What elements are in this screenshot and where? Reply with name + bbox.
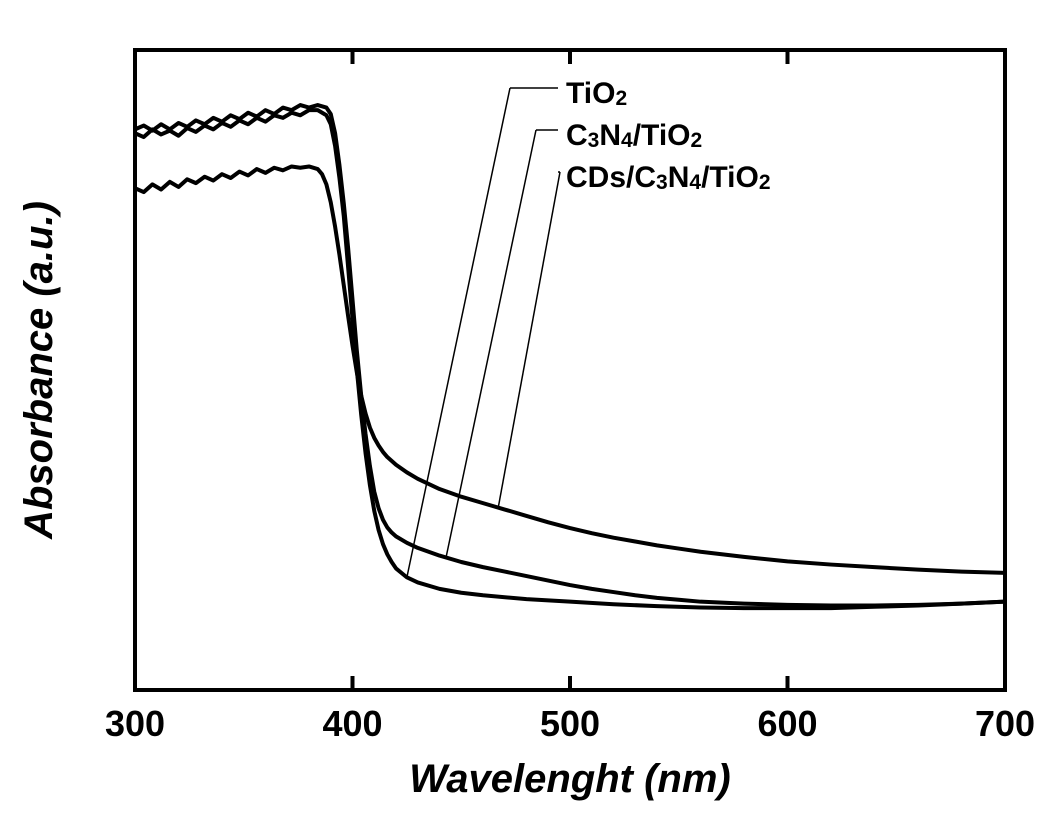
legend-label: C3N4/TiO2 [566,119,702,152]
y-axis-label: Absorbance (a.u.) [17,201,61,540]
legend-label: CDs/C3N4/TiO2 [566,161,771,194]
x-tick-label: 600 [757,703,817,744]
chart-svg: 300 400 500 600 700 Wavelenght (nm) Absorbance… [0,0,1057,834]
x-axis-label: Wavelenght (nm) [409,757,731,801]
x-tick-label: 500 [540,703,600,744]
x-tick-label: 700 [975,703,1035,744]
absorbance-chart: 300 400 500 600 700 Wavelenght (nm) Absorbance… [0,0,1057,834]
x-tick-label: 400 [322,703,382,744]
x-tick-label: 300 [105,703,165,744]
